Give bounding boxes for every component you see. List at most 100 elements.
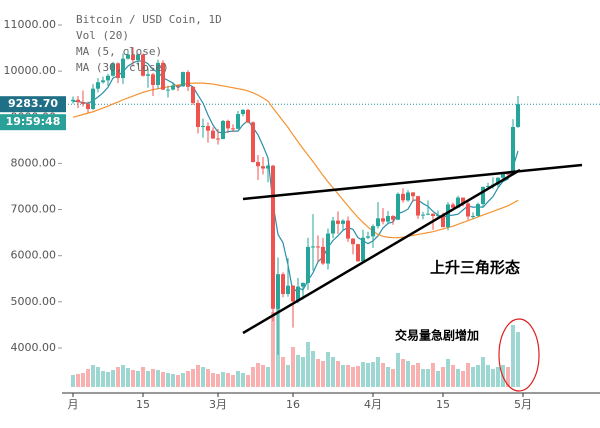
candle-body xyxy=(71,99,75,102)
annotation: 上升三角形态 xyxy=(430,259,520,277)
volume-bar xyxy=(316,359,320,387)
volume-bar xyxy=(431,363,435,387)
volume-bar xyxy=(446,359,450,387)
legend-entry: MA (30, close) xyxy=(76,61,169,74)
volume-bar xyxy=(126,368,130,387)
ma-line xyxy=(72,82,519,239)
candle-body xyxy=(321,246,325,264)
volume-bar xyxy=(151,369,155,387)
candle-body xyxy=(371,226,375,237)
volume-bar xyxy=(486,365,490,387)
candle-body xyxy=(316,246,320,248)
x-tick-label: 15 xyxy=(136,398,150,411)
time-label-box xyxy=(0,114,66,131)
candle-body xyxy=(186,72,190,87)
volume-bar xyxy=(301,357,305,387)
volume-bar xyxy=(451,365,455,387)
candle-body xyxy=(511,126,515,175)
candle-body xyxy=(296,286,300,302)
volume-bar xyxy=(491,369,495,387)
volume-bar xyxy=(196,365,200,387)
candle-body xyxy=(271,165,275,309)
volume-bar xyxy=(461,371,465,387)
y-tick-label: 10000.00 xyxy=(4,64,57,77)
candle-body xyxy=(131,54,135,61)
candle-body xyxy=(281,274,285,294)
candle-body xyxy=(291,285,295,302)
candle-body xyxy=(251,122,255,163)
candle-body xyxy=(266,165,270,169)
volume-bar xyxy=(76,374,80,387)
candle-body xyxy=(346,220,350,239)
candle-body xyxy=(446,204,450,228)
plot: 4000.005000.006000.007000.008000.009000.… xyxy=(4,18,600,411)
candle-body xyxy=(416,196,420,216)
volume-bar xyxy=(516,332,520,387)
lower-trend-line xyxy=(242,168,521,335)
candle-body xyxy=(111,63,115,76)
candle-body xyxy=(286,285,290,294)
volume-bar xyxy=(111,370,115,387)
candle-body xyxy=(136,54,140,61)
candle-body xyxy=(276,274,280,309)
volume-bar xyxy=(146,371,150,387)
candle-body xyxy=(151,74,155,85)
candle-body xyxy=(306,246,310,283)
volume-bar xyxy=(286,365,290,387)
volume-bar xyxy=(251,367,255,387)
volume-bar xyxy=(361,362,365,387)
price-label: 9283.70 xyxy=(8,97,58,110)
volume-bar xyxy=(161,372,165,387)
candle-body xyxy=(476,204,480,217)
volume-bar xyxy=(71,375,75,387)
candle-body xyxy=(146,74,150,76)
candle-body xyxy=(496,177,500,185)
candle-body xyxy=(481,186,485,205)
volume-bar xyxy=(101,371,105,387)
candle-body xyxy=(451,204,455,208)
candle-body xyxy=(506,173,510,175)
candle-body xyxy=(246,109,250,123)
legend-entry: MA (5, close) xyxy=(76,45,162,58)
candle-body xyxy=(206,126,210,131)
candle-body xyxy=(426,213,430,215)
candle-body xyxy=(141,54,145,76)
volume-bar xyxy=(371,362,375,387)
volume-bar xyxy=(201,367,205,387)
volume-bar xyxy=(186,371,190,387)
x-tick-label: 4月 xyxy=(364,398,382,411)
volume-bar xyxy=(366,363,370,387)
volume-bar xyxy=(331,357,335,387)
candle-body xyxy=(121,58,125,79)
candle-body xyxy=(201,126,205,128)
volume-bar xyxy=(221,372,225,387)
chart-title: Bitcoin / USD Coin, 1D xyxy=(76,13,222,26)
candle-body xyxy=(436,215,440,217)
volume-bar xyxy=(321,361,325,387)
candle-body xyxy=(101,80,105,83)
volume-bar xyxy=(246,375,250,387)
volume-bar xyxy=(81,373,85,387)
candle-body xyxy=(351,238,355,245)
candle-body xyxy=(356,244,360,262)
candle-body xyxy=(211,130,215,139)
volume-bar xyxy=(261,365,265,387)
candle-body xyxy=(191,86,195,103)
volume-bar xyxy=(336,361,340,387)
volume-bar xyxy=(106,372,110,387)
volume-bar xyxy=(211,373,215,387)
candle-body xyxy=(301,282,305,287)
candle-body xyxy=(441,215,445,228)
volume-legend: Vol (20) xyxy=(76,29,129,42)
volume-bar xyxy=(91,365,95,387)
volume-bar xyxy=(391,369,395,387)
candle-body xyxy=(236,114,240,129)
volume-bar xyxy=(511,325,515,387)
volume-bar xyxy=(216,374,220,387)
volume-bar xyxy=(256,363,260,387)
candle-body xyxy=(391,216,395,220)
candle-body xyxy=(86,103,90,109)
candle-body xyxy=(226,120,230,129)
volume-bar xyxy=(176,375,180,387)
x-tick-label: 月 xyxy=(68,398,79,411)
